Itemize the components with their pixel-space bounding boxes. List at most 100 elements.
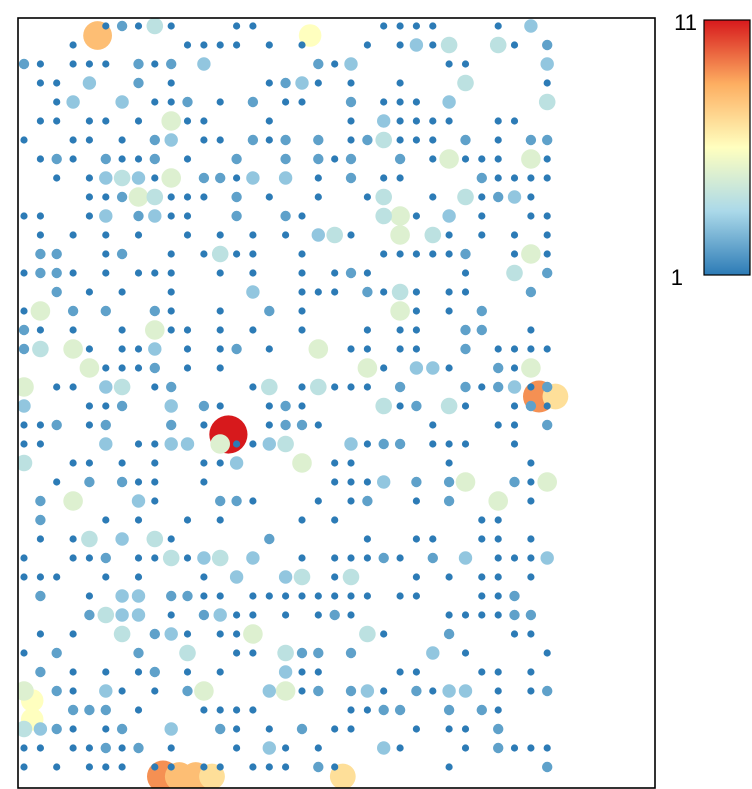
data-point: [525, 286, 537, 298]
data-point: [67, 305, 79, 317]
data-point: [293, 568, 311, 586]
data-point: [63, 491, 83, 511]
data-point: [527, 744, 535, 752]
data-point: [233, 630, 241, 638]
data-point: [216, 516, 224, 524]
data-point: [99, 171, 113, 185]
data-point: [510, 231, 519, 239]
data-point: [233, 41, 241, 49]
data-point: [314, 497, 322, 505]
data-point: [411, 400, 422, 412]
data-point: [116, 191, 128, 203]
data-point: [36, 630, 45, 638]
data-point: [331, 725, 339, 733]
data-point: [53, 383, 61, 391]
data-point: [134, 22, 143, 30]
data-point: [510, 364, 519, 372]
data-point: [216, 136, 224, 144]
data-point: [18, 399, 31, 413]
data-point: [460, 134, 471, 146]
data-point: [102, 193, 110, 201]
data-point: [118, 459, 126, 467]
data-point: [429, 535, 437, 543]
data-point: [85, 744, 93, 752]
data-point: [265, 402, 273, 410]
data-point: [36, 212, 45, 220]
data-point: [51, 153, 62, 165]
data-point: [412, 22, 420, 30]
data-point: [164, 722, 178, 736]
data-point: [331, 155, 339, 163]
data-point: [198, 609, 210, 621]
data-point: [542, 419, 553, 431]
data-point: [102, 725, 110, 733]
data-point: [51, 286, 62, 298]
data-point: [247, 134, 259, 146]
data-point: [331, 478, 339, 486]
data-point: [494, 592, 502, 600]
data-point: [412, 535, 420, 543]
data-point: [314, 421, 322, 429]
data-point: [298, 24, 322, 47]
data-point: [20, 649, 28, 657]
data-point: [134, 231, 143, 239]
data-point: [298, 326, 306, 334]
data-point: [134, 440, 143, 448]
data-point: [265, 592, 273, 600]
data-point: [51, 723, 62, 735]
data-point: [81, 530, 98, 548]
data-point: [167, 269, 175, 277]
data-point: [133, 77, 144, 89]
data-point: [426, 646, 440, 660]
data-point: [113, 625, 131, 643]
data-point: [478, 611, 486, 619]
data-point: [443, 628, 455, 640]
data-point: [20, 440, 28, 448]
data-point: [543, 402, 551, 410]
data-point: [194, 681, 214, 701]
data-point: [412, 117, 420, 125]
data-point: [151, 554, 159, 562]
data-point: [84, 609, 95, 621]
data-point: [200, 706, 208, 714]
data-point: [134, 117, 143, 125]
data-point: [216, 706, 224, 714]
data-point: [537, 472, 557, 492]
data-point: [115, 95, 129, 109]
data-point: [102, 231, 110, 239]
data-point: [298, 668, 306, 676]
data-point: [200, 573, 208, 581]
data-point: [167, 22, 175, 30]
data-point: [461, 725, 470, 733]
data-point: [183, 668, 192, 676]
data-point: [476, 324, 487, 336]
data-point: [262, 437, 276, 451]
data-point: [20, 744, 28, 752]
data-point: [390, 225, 410, 245]
data-point: [134, 478, 143, 486]
data-point: [69, 41, 77, 49]
data-point: [509, 609, 520, 621]
data-point: [443, 495, 455, 507]
data-point: [314, 744, 322, 752]
data-point: [478, 383, 486, 391]
data-point: [69, 459, 77, 467]
data-point: [494, 706, 502, 714]
data-point: [380, 98, 388, 106]
data-point: [362, 495, 373, 507]
data-point: [63, 339, 83, 359]
data-point: [167, 611, 175, 619]
data-point: [282, 592, 290, 600]
data-point: [345, 172, 357, 184]
data-point: [216, 630, 224, 638]
data-point: [461, 611, 470, 619]
data-point: [478, 193, 486, 201]
data-point: [20, 421, 28, 429]
data-point: [216, 307, 224, 315]
data-point: [133, 647, 144, 659]
data-point: [84, 704, 95, 716]
colorbar: [703, 19, 751, 276]
data-point: [347, 383, 355, 391]
data-point: [115, 532, 129, 546]
